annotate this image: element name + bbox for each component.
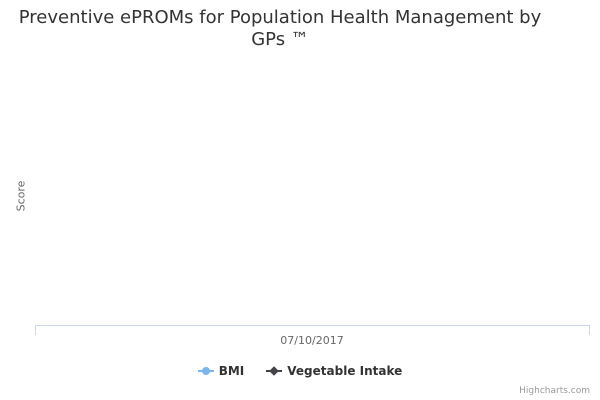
- chart-title: Preventive ePROMs for Population Health …: [18, 7, 542, 50]
- credits-link[interactable]: Highcharts.com: [519, 386, 590, 396]
- legend-marker-bmi: [201, 367, 210, 375]
- legend-item-bmi[interactable]: BMI: [197, 364, 245, 378]
- legend-marker-vegetable-intake: [269, 366, 280, 376]
- legend-symbol-diamond-icon: [266, 365, 283, 377]
- legend: BMI Vegetable Intake: [0, 364, 600, 378]
- legend-item-vegetable-intake[interactable]: Vegetable Intake: [266, 364, 402, 378]
- legend-symbol-circle-icon: [197, 365, 214, 377]
- x-tick-label: 07/10/2017: [280, 334, 344, 347]
- legend-label-vegetable-intake: Vegetable Intake: [287, 364, 403, 378]
- legend-label-bmi: BMI: [218, 364, 245, 378]
